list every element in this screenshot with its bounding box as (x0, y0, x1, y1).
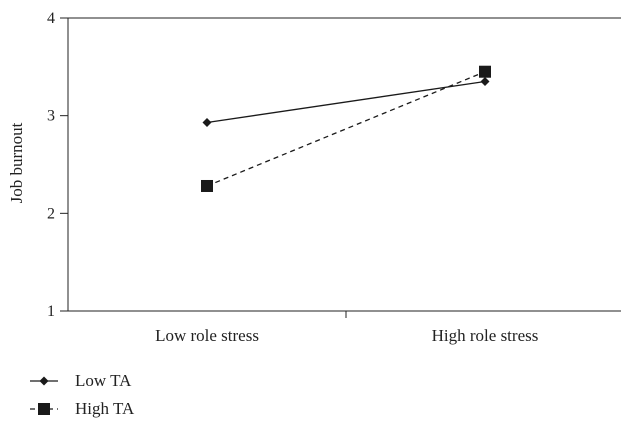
x-category-label: High role stress (432, 326, 539, 345)
series-low-ta (202, 76, 490, 128)
y-tick-label: 3 (47, 108, 55, 125)
legend-marker-diamond (39, 376, 49, 386)
y-ticks: 1 2 3 4 (47, 10, 68, 320)
data-point-square (479, 65, 491, 78)
series-line (206, 80, 486, 124)
legend-label: High TA (75, 399, 135, 418)
x-category-label: Low role stress (155, 326, 259, 345)
series-group (201, 65, 491, 192)
legend-item: Low TA (30, 371, 132, 390)
y-tick-label: 2 (47, 205, 55, 222)
legend-item: High TA (30, 399, 135, 418)
legend: Low TA High TA (30, 371, 135, 418)
series-line (206, 71, 486, 187)
data-point-diamond (202, 118, 212, 128)
data-point-diamond (480, 76, 490, 86)
x-category-labels: Low role stress High role stress (155, 326, 538, 345)
y-axis-label: Job burnout (7, 122, 26, 203)
legend-label: Low TA (75, 371, 132, 390)
data-point-square (201, 179, 213, 192)
y-tick-label: 1 (47, 303, 55, 320)
legend-marker-square (38, 403, 50, 415)
series-high-ta (201, 65, 491, 192)
y-tick-label: 4 (47, 10, 55, 27)
axes (67, 17, 621, 318)
